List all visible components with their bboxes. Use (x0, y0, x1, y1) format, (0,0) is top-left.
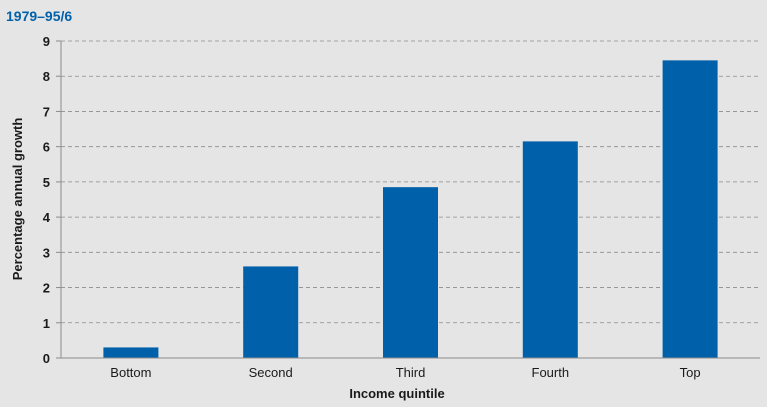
x-tick-label: Bottom (110, 365, 151, 380)
bars (103, 60, 718, 358)
gridlines (61, 40, 760, 324)
x-tick-label: Top (680, 365, 701, 380)
y-axis-title: Percentage annual growth (10, 118, 25, 281)
bar-third (383, 187, 438, 358)
y-tick-label: 9 (43, 34, 50, 49)
y-tick-label: 2 (43, 281, 50, 296)
y-tick-label: 7 (43, 104, 50, 119)
y-tick-label: 0 (43, 351, 50, 366)
bar-top (662, 60, 718, 358)
bar-bottom (103, 347, 159, 358)
x-tick-label: Fourth (532, 365, 570, 380)
bar-second (243, 266, 299, 358)
y-tick-label: 8 (43, 69, 50, 84)
y-tick-label: 3 (43, 245, 50, 260)
y-axis-ticks: 0 1 2 3 4 5 6 7 8 9 (43, 34, 61, 366)
y-tick-label: 4 (43, 210, 51, 225)
bar-fourth (522, 141, 578, 358)
chart-subtitle: 1979–95/6 (6, 8, 72, 24)
x-axis-title: Income quintile (349, 386, 444, 401)
y-tick-label: 5 (43, 175, 50, 190)
x-axis-ticks: Bottom Second Third Fourth Top (110, 365, 700, 380)
y-tick-label: 6 (43, 140, 50, 155)
x-tick-label: Second (249, 365, 293, 380)
x-tick-label: Third (396, 365, 426, 380)
y-tick-label: 1 (43, 316, 50, 331)
